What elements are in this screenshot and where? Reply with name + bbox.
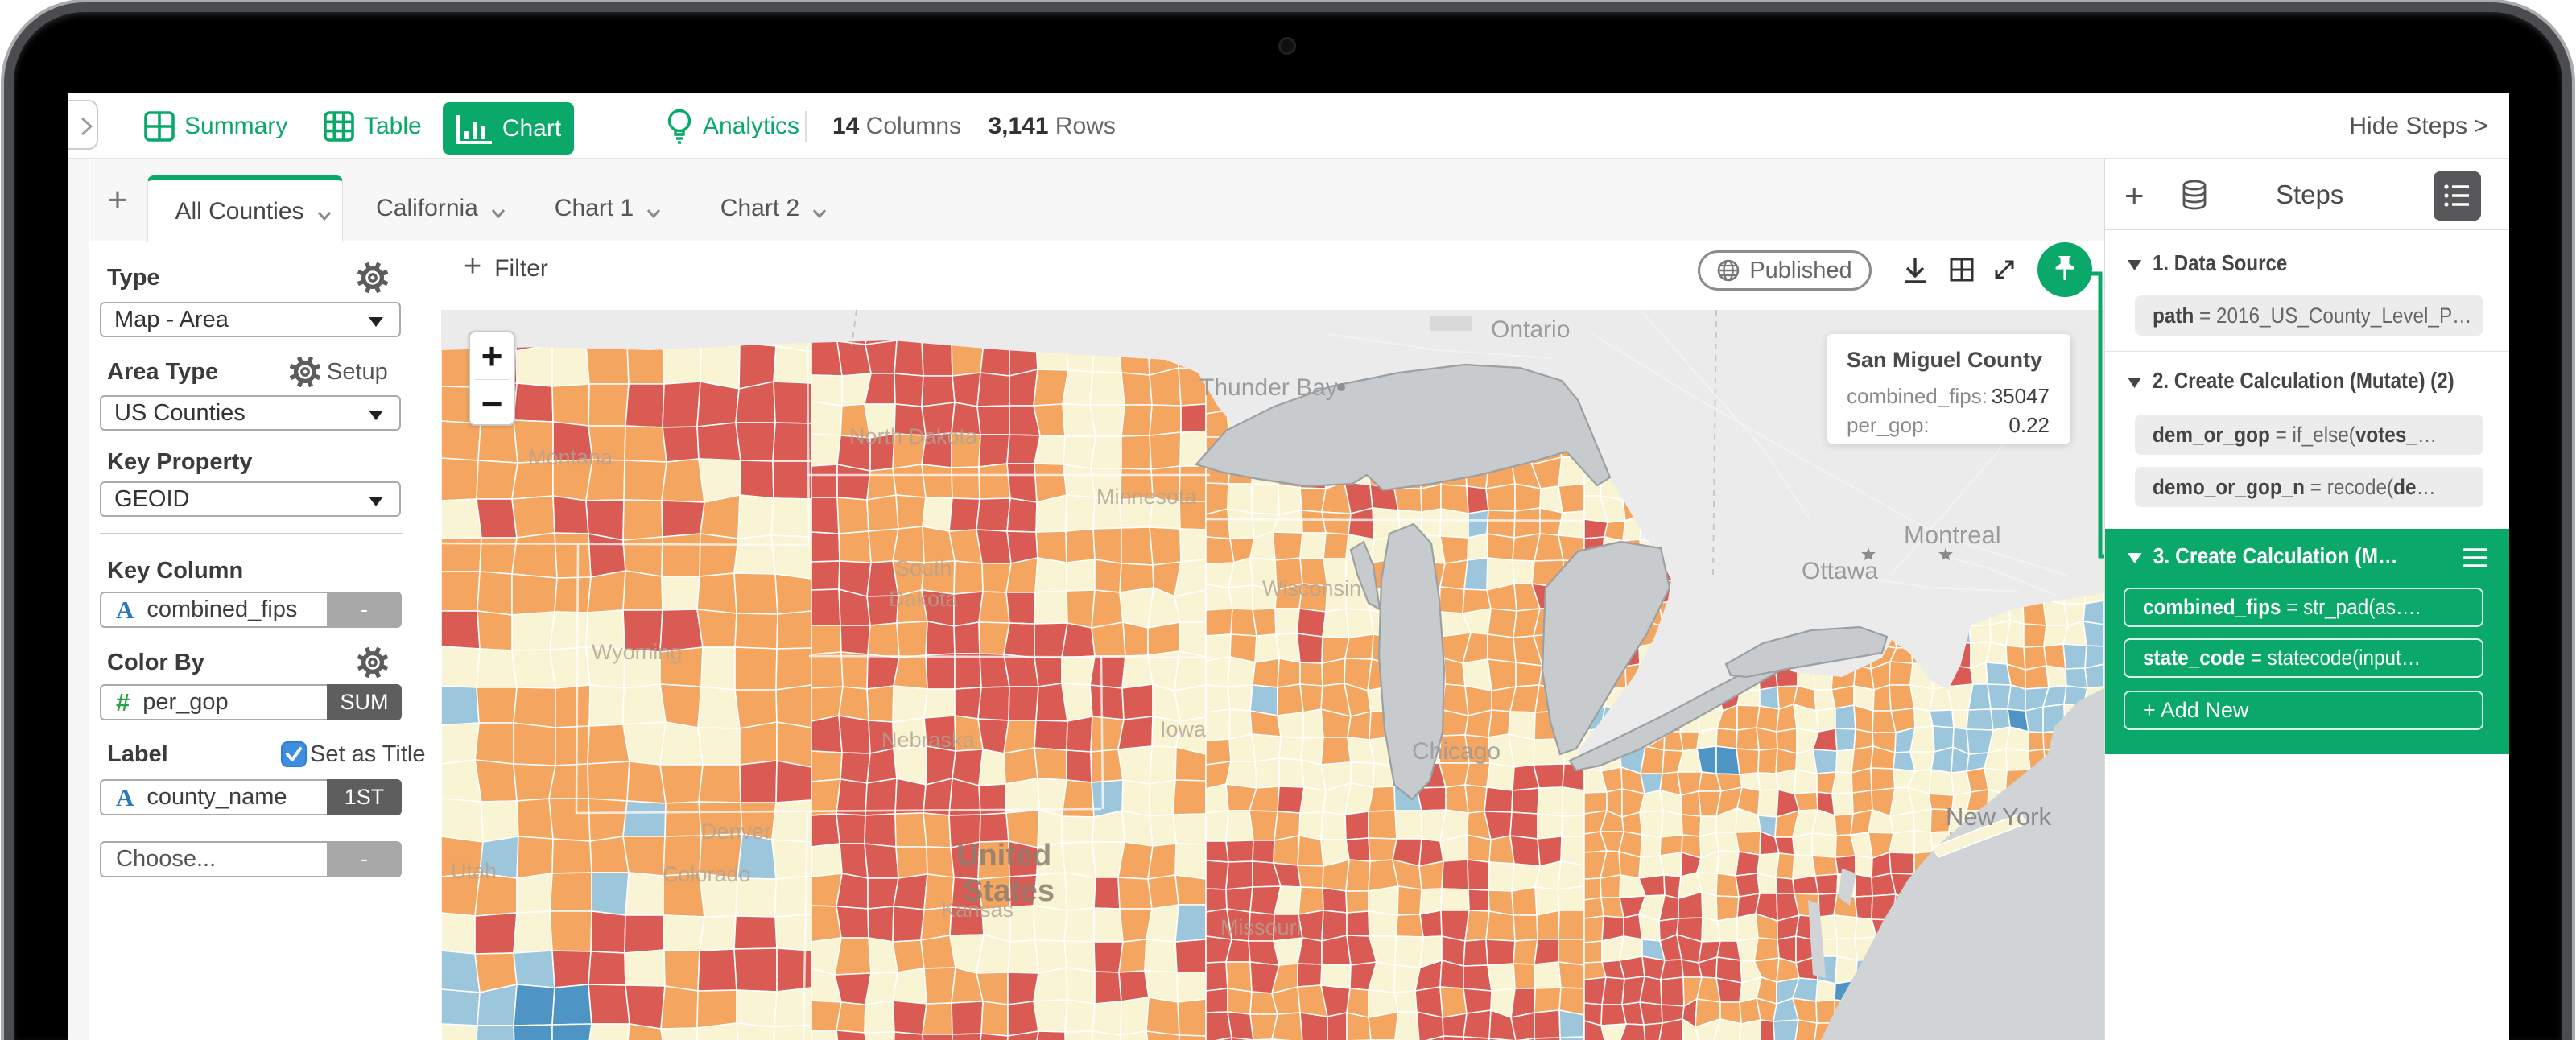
svg-text:Montana: Montana	[528, 445, 613, 469]
svg-text:Thunder Bay: Thunder Bay	[1199, 374, 1338, 401]
svg-text:Montreal: Montreal	[1904, 521, 2001, 549]
svg-text:Wyoming: Wyoming	[592, 640, 682, 664]
svg-text:Minnesota: Minnesota	[1096, 485, 1198, 509]
svg-text:Missouri: Missouri	[1220, 915, 1302, 939]
svg-text:Colorado: Colorado	[663, 862, 751, 886]
svg-text:Chicago: Chicago	[1412, 738, 1501, 765]
svg-text:Utah: Utah	[451, 859, 497, 883]
svg-text:Ottawa: Ottawa	[1802, 558, 1878, 584]
svg-text:States: States	[963, 874, 1055, 908]
svg-text:South: South	[895, 556, 952, 580]
svg-text:Ontario: Ontario	[1491, 316, 1570, 343]
svg-text:Denver: Denver	[701, 819, 771, 844]
svg-text:United: United	[956, 839, 1051, 873]
svg-text:Iowa: Iowa	[1160, 717, 1207, 741]
svg-text:Kansas: Kansas	[941, 898, 1013, 922]
svg-text:Dakota: Dakota	[889, 587, 959, 611]
svg-text:Wisconsin: Wisconsin	[1262, 576, 1361, 600]
svg-text:Nebraska: Nebraska	[881, 728, 976, 752]
svg-text:North Dakota: North Dakota	[849, 424, 978, 448]
svg-text:New York: New York	[1946, 803, 2051, 831]
